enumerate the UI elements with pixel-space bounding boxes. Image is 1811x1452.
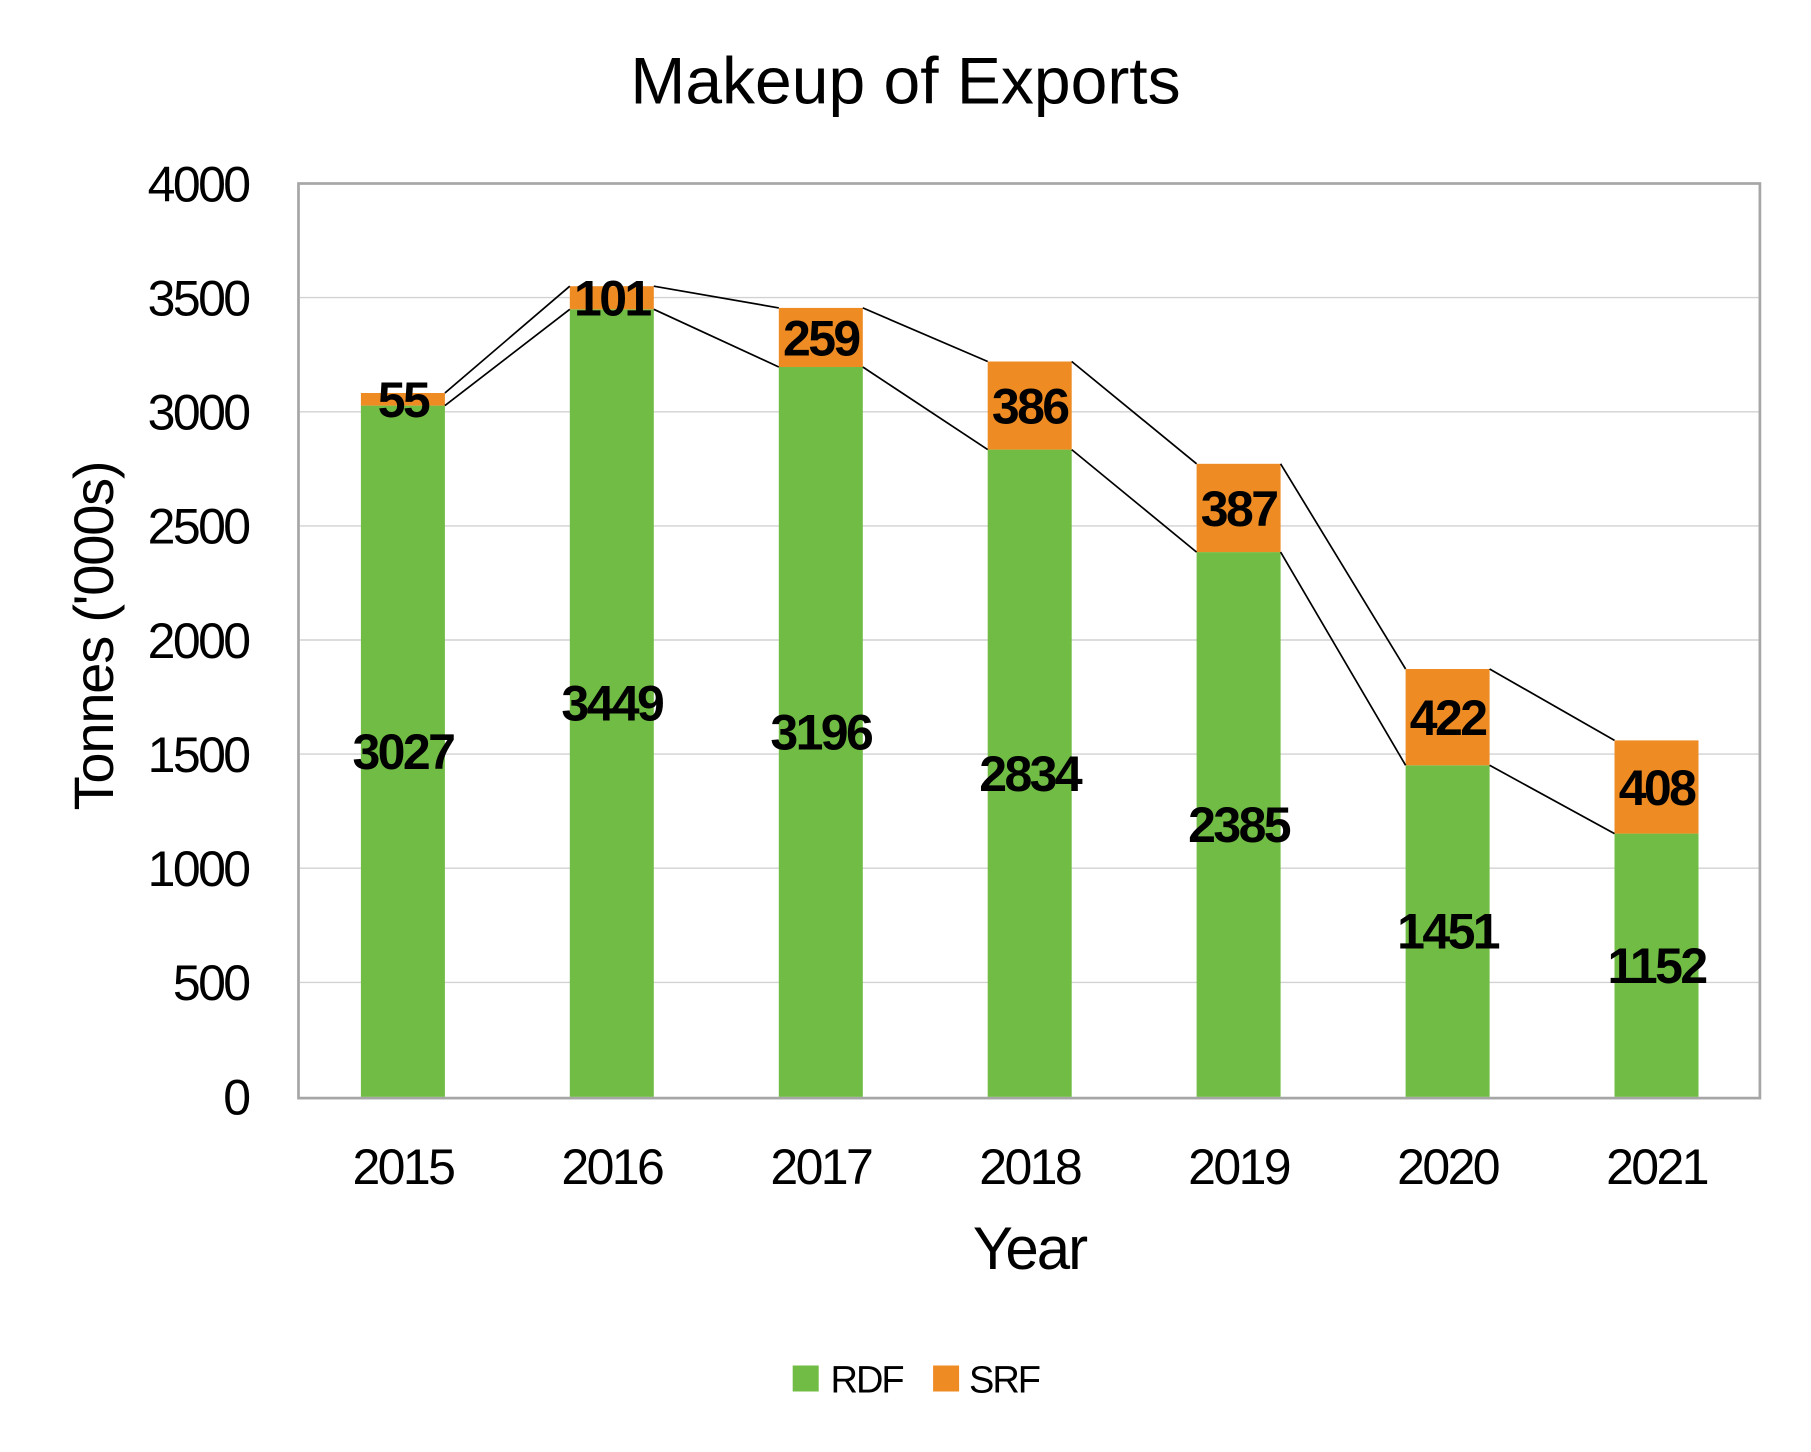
svg-text:3027: 3027 xyxy=(352,724,454,780)
svg-text:387: 387 xyxy=(1201,481,1277,537)
svg-text:3449: 3449 xyxy=(561,676,663,732)
svg-text:2020: 2020 xyxy=(1397,1139,1499,1195)
svg-text:101: 101 xyxy=(574,271,651,327)
svg-text:408: 408 xyxy=(1619,760,1696,816)
svg-text:2018: 2018 xyxy=(979,1139,1081,1195)
svg-text:0: 0 xyxy=(223,1069,249,1125)
svg-text:2015: 2015 xyxy=(352,1139,454,1195)
svg-text:500: 500 xyxy=(173,955,249,1011)
svg-text:3196: 3196 xyxy=(770,705,872,761)
svg-text:Tonnes ('000s): Tonnes ('000s) xyxy=(62,462,125,811)
svg-text:2019: 2019 xyxy=(1188,1139,1290,1195)
svg-text:1500: 1500 xyxy=(148,727,250,783)
svg-text:2834: 2834 xyxy=(979,746,1083,802)
svg-text:2500: 2500 xyxy=(148,499,250,555)
svg-text:1451: 1451 xyxy=(1397,904,1500,960)
svg-text:4000: 4000 xyxy=(148,156,250,212)
svg-text:422: 422 xyxy=(1410,690,1486,746)
svg-text:2385: 2385 xyxy=(1188,797,1291,853)
svg-text:2017: 2017 xyxy=(770,1139,872,1195)
svg-text:RDF: RDF xyxy=(831,1360,904,1402)
svg-text:SRF: SRF xyxy=(969,1360,1040,1402)
svg-text:2016: 2016 xyxy=(561,1139,663,1195)
svg-text:2021: 2021 xyxy=(1606,1139,1708,1195)
svg-text:3000: 3000 xyxy=(148,385,250,441)
svg-text:2000: 2000 xyxy=(148,613,250,669)
svg-text:55: 55 xyxy=(378,372,430,428)
svg-text:1152: 1152 xyxy=(1607,938,1706,994)
svg-text:1000: 1000 xyxy=(148,841,250,897)
svg-text:3500: 3500 xyxy=(148,270,250,326)
svg-text:259: 259 xyxy=(783,310,859,366)
svg-text:Year: Year xyxy=(973,1215,1087,1282)
svg-text:Makeup of Exports: Makeup of Exports xyxy=(630,44,1180,118)
svg-text:386: 386 xyxy=(992,378,1068,434)
